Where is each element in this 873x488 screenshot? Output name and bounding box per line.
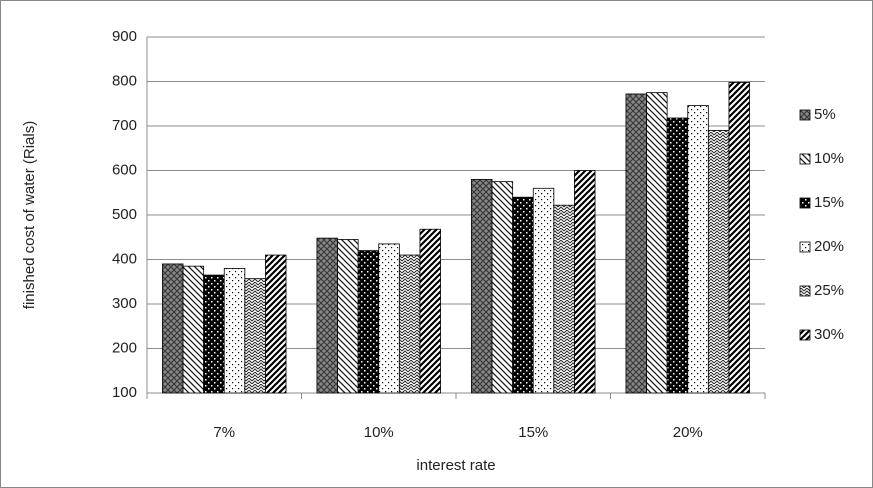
- legend-label: 25%: [814, 282, 844, 299]
- y-tick-label: 300: [112, 295, 137, 312]
- y-tick-label: 500: [112, 206, 137, 223]
- bar: [223, 267, 246, 394]
- bar: [265, 254, 287, 394]
- bar: [553, 204, 575, 394]
- bar: [162, 263, 184, 394]
- bar: [419, 228, 441, 394]
- y-tick-label: 900: [112, 28, 137, 45]
- y-axis-title: finished cost of water (Rials): [21, 121, 38, 309]
- y-tick-label: 600: [112, 161, 137, 178]
- bar: [687, 105, 709, 394]
- bar: [532, 187, 555, 394]
- x-tick-label: 10%: [364, 424, 394, 441]
- bar: [646, 92, 668, 394]
- bar: [203, 274, 225, 394]
- legend-swatch: [799, 153, 811, 165]
- bar: [357, 250, 380, 394]
- x-tick-label: 15%: [518, 424, 548, 441]
- y-tick-label: 200: [112, 339, 137, 356]
- y-tick-label: 800: [112, 72, 137, 89]
- bar: [512, 196, 534, 394]
- y-tick-label: 100: [112, 384, 137, 401]
- bar: [666, 117, 689, 394]
- y-tick-label: 700: [112, 117, 137, 134]
- bar: [707, 130, 730, 394]
- bar: [182, 265, 205, 394]
- bar: [625, 93, 647, 394]
- x-axis-title: interest rate: [416, 457, 495, 474]
- legend-label: 10%: [814, 150, 844, 167]
- legend-label: 5%: [814, 106, 836, 123]
- bar: [728, 81, 750, 394]
- bar: [316, 237, 338, 394]
- legend-swatch: [799, 329, 811, 341]
- bar: [244, 278, 266, 394]
- bar: [491, 181, 514, 394]
- bar: [337, 239, 359, 394]
- x-tick-label: 7%: [213, 424, 235, 441]
- bar: [574, 170, 596, 394]
- legend-label: 30%: [814, 326, 844, 343]
- legend-swatch: [799, 197, 811, 209]
- y-tick-label: 400: [112, 250, 137, 267]
- legend-label: 20%: [814, 238, 844, 255]
- x-tick-label: 20%: [673, 424, 703, 441]
- bar: [398, 254, 421, 394]
- bar: [378, 243, 400, 394]
- bar: [471, 178, 493, 394]
- legend-label: 15%: [814, 194, 844, 211]
- legend-swatch: [799, 109, 811, 121]
- legend-swatch: [799, 241, 811, 253]
- legend-swatch: [799, 285, 811, 297]
